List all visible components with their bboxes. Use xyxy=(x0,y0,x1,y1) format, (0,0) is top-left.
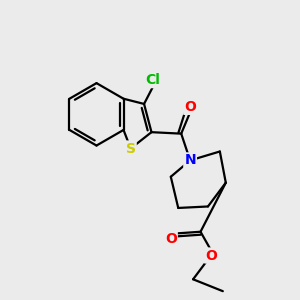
Text: S: S xyxy=(126,142,136,155)
Text: Cl: Cl xyxy=(146,73,160,87)
Text: O: O xyxy=(205,248,217,262)
Text: N: N xyxy=(184,153,196,167)
Text: O: O xyxy=(165,232,177,246)
Text: O: O xyxy=(184,100,196,114)
